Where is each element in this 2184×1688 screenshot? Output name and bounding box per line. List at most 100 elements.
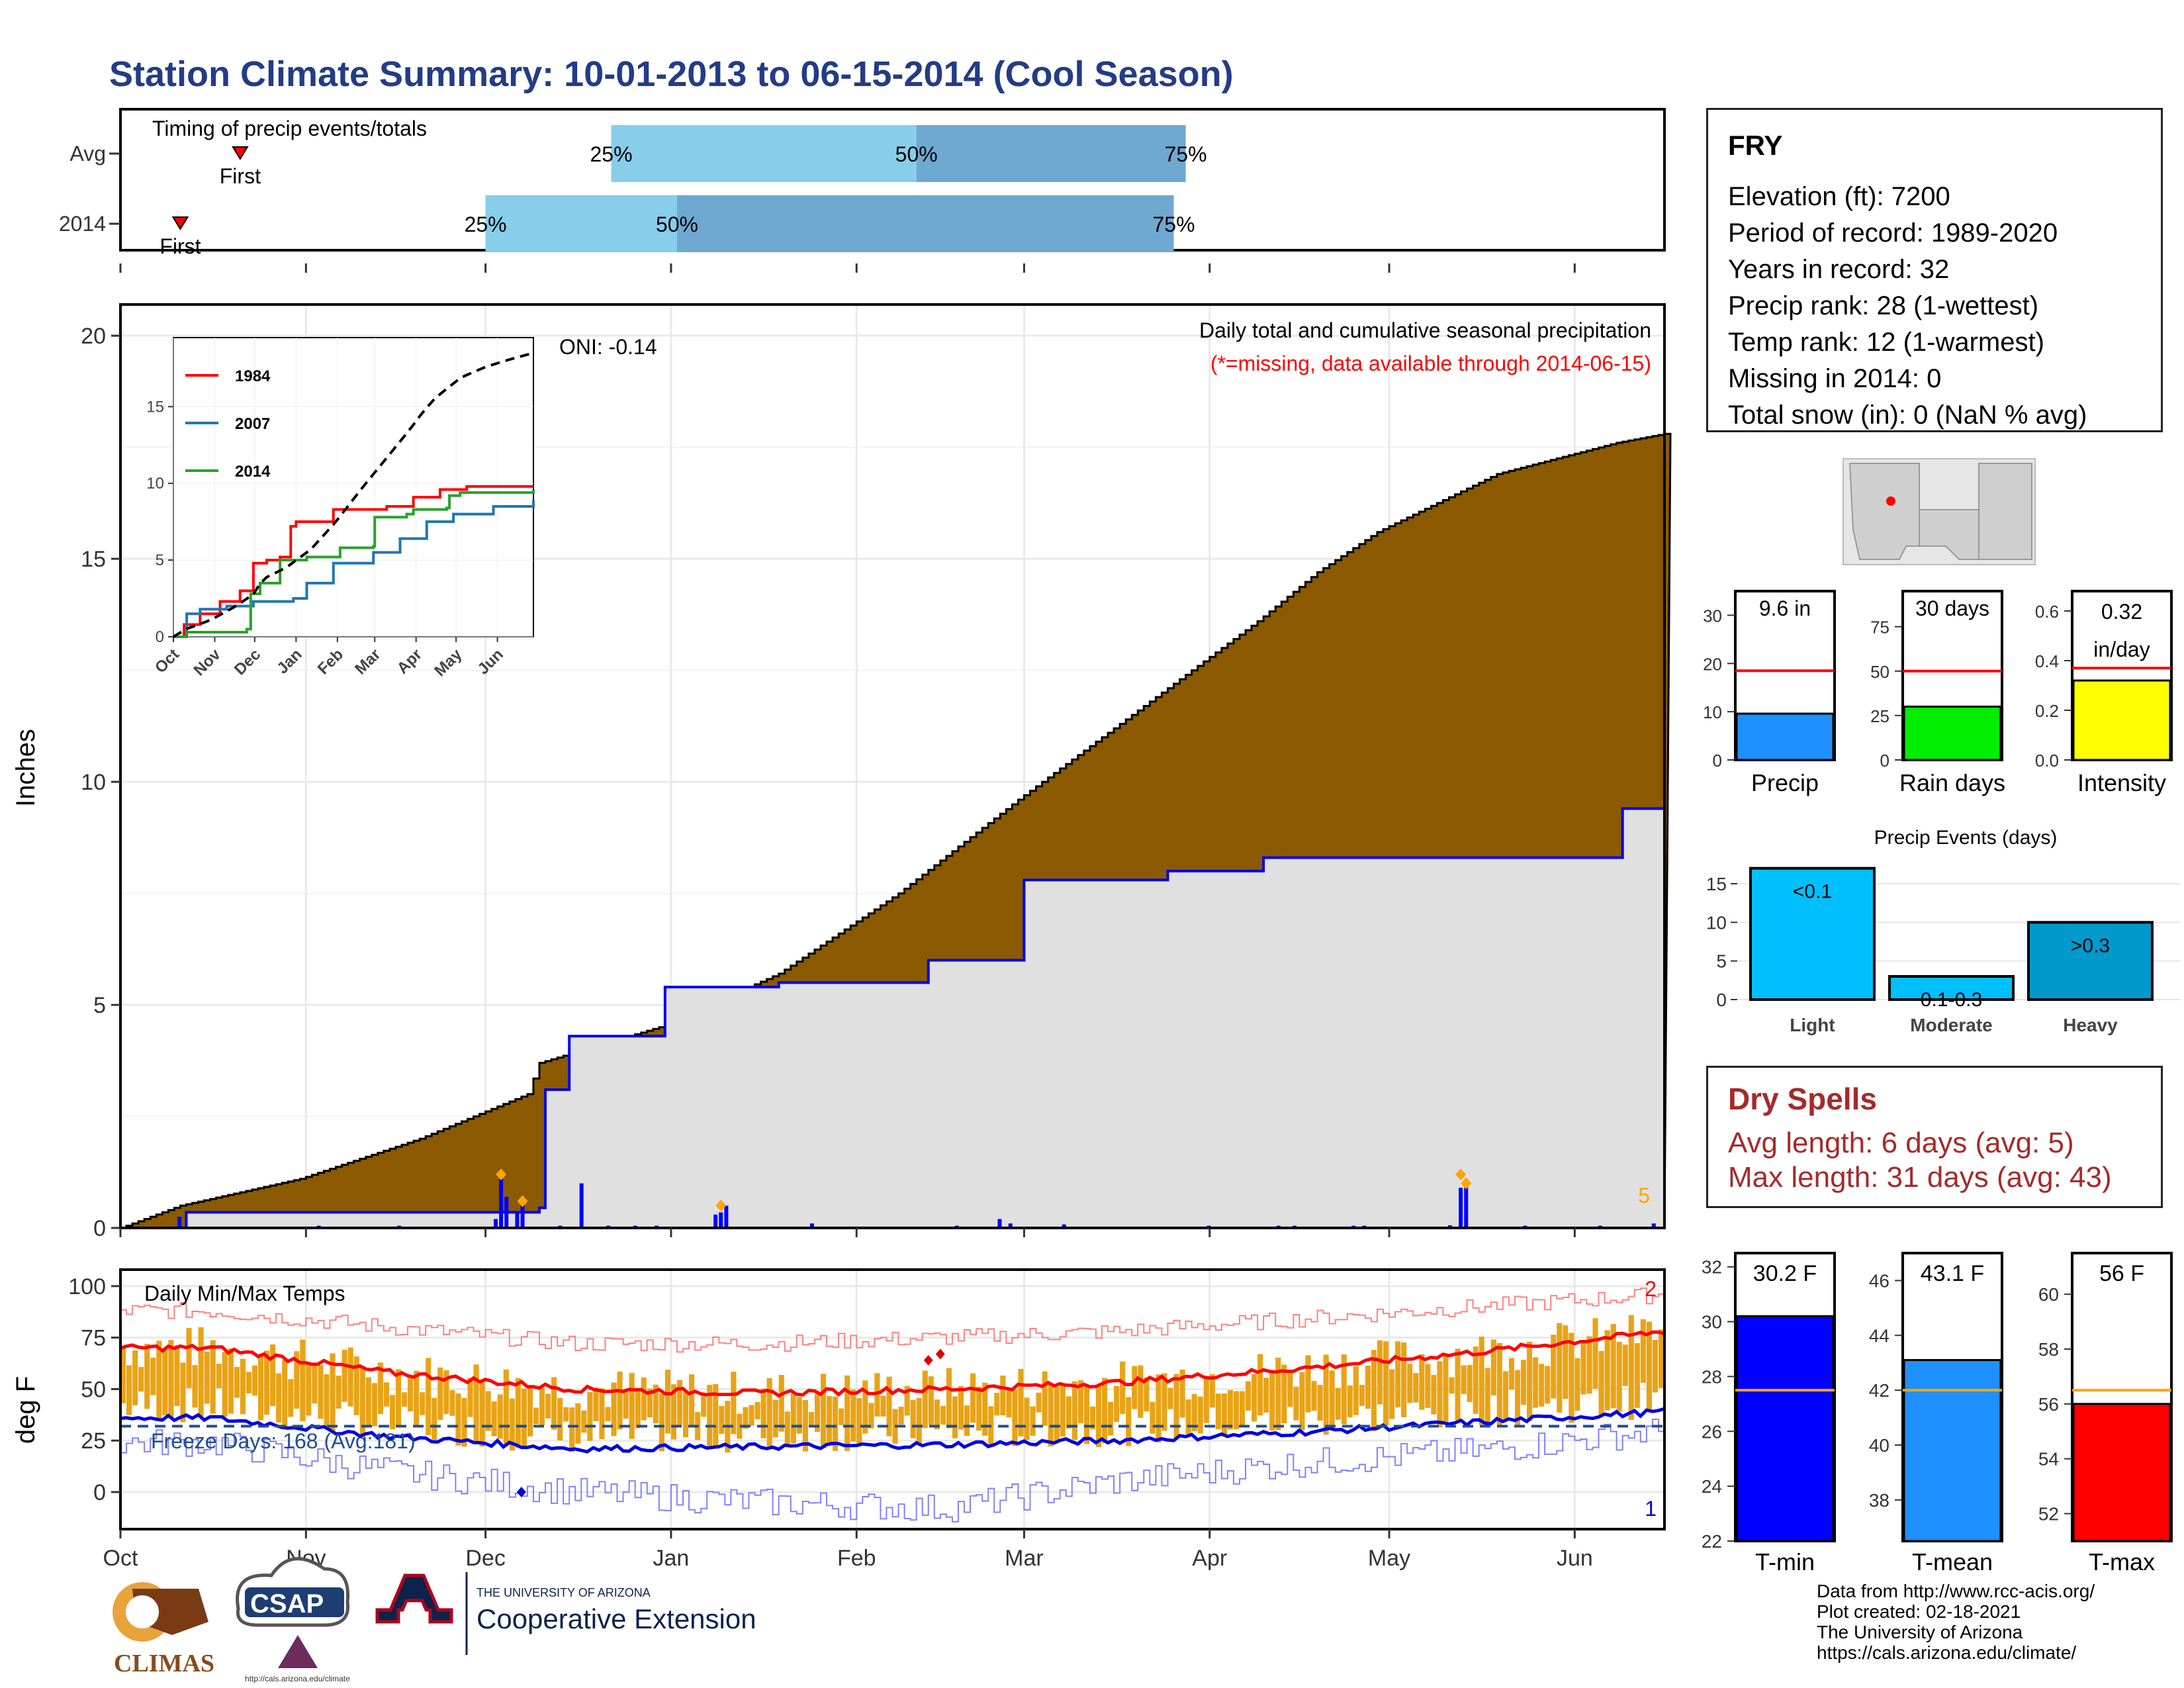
temps-ytick-label: 0: [93, 1480, 106, 1505]
temp-1-tick-label: 38: [1869, 1490, 1889, 1511]
daily-temp-bar: [1431, 1375, 1437, 1415]
daily-temp-bar: [1167, 1387, 1173, 1409]
daily-temp-bar: [1574, 1358, 1580, 1411]
daily-temp-bar: [1246, 1381, 1251, 1411]
daily-temp-bar: [437, 1367, 443, 1421]
daily-temp-bar: [168, 1340, 174, 1419]
daily-temp-bar: [898, 1407, 904, 1425]
daily-temp-bar: [383, 1382, 390, 1407]
temp-0-tick-label: 30: [1702, 1312, 1722, 1333]
timing-first-label: First: [220, 164, 261, 188]
daily-temp-bar: [808, 1412, 815, 1425]
daily-temp-bar: [1161, 1373, 1167, 1431]
temperature-panel: 0255075100OctNovDecJanFebMarAprMayJundeg…: [11, 1268, 1666, 1571]
daily-precip-bar: [579, 1183, 584, 1228]
summary-unit: in/day: [2093, 637, 2150, 661]
summary-0-tick-label: 20: [1703, 654, 1722, 674]
temp-1-bar: [1903, 1359, 2002, 1542]
summary-1-tick-label: 75: [1870, 618, 1889, 637]
month-label: Feb: [837, 1546, 876, 1571]
daily-precip-bar: [494, 1219, 498, 1228]
daily-temp-bar: [1299, 1372, 1305, 1430]
station-marker: [1886, 496, 1895, 506]
daily-temp-bar: [1156, 1374, 1161, 1443]
daily-temp-bar: [563, 1407, 569, 1422]
daily-temp-bar: [216, 1364, 222, 1389]
summary-1-bar: [1903, 705, 2002, 761]
month-label: Jan: [653, 1546, 690, 1571]
temp-1-label: T-mean: [1912, 1548, 1993, 1575]
daily-temp-bar: [545, 1393, 551, 1419]
daily-temp-bar: [1227, 1389, 1234, 1430]
daily-precip-bar: [719, 1212, 723, 1228]
daily-temp-bar: [1425, 1364, 1431, 1408]
heavy-event-marker: [1455, 1168, 1467, 1181]
temp-2-bar: [2072, 1403, 2171, 1542]
daily-temp-bar: [408, 1376, 414, 1412]
daily-temp-bar: [659, 1393, 664, 1452]
timing-first-label: First: [159, 234, 201, 258]
events-tick-label: 0: [1716, 990, 1727, 1010]
daily-temp-bar: [820, 1374, 827, 1449]
daily-temp-bar: [1461, 1365, 1467, 1394]
daily-temp-bar: [1592, 1318, 1598, 1389]
inset-legend-label: 1984: [235, 367, 271, 385]
daily-temp-bar: [683, 1391, 689, 1438]
record-max-marker: [923, 1354, 933, 1366]
daily-temp-bar: [928, 1376, 934, 1425]
daily-temp-bar: [461, 1397, 467, 1447]
daily-temp-bar: [784, 1411, 790, 1447]
daily-temp-bar: [300, 1339, 306, 1422]
daily-temp-bar: [1365, 1366, 1371, 1409]
daily-temp-bar: [180, 1362, 186, 1423]
daily-temp-bar: [946, 1368, 952, 1429]
timing-p75-label: 75%: [1152, 212, 1195, 236]
precip-panel: 0 5 10 15 20 Inches ONI: -0.14 Daily total and …: [11, 303, 1672, 1241]
temp-0-tick-label: 32: [1702, 1257, 1722, 1278]
daily-temp-bar: [880, 1395, 886, 1417]
daily-temp-bar: [940, 1405, 946, 1425]
daily-temp-bar: [1108, 1401, 1114, 1436]
month-label: Dec: [465, 1546, 505, 1571]
daily-precip-bar: [1447, 1225, 1452, 1228]
daily-temp-bar: [689, 1374, 695, 1427]
daily-temp-bar: [455, 1393, 461, 1446]
timing-bar-25-50: [611, 125, 917, 182]
daily-temp-bar: [1185, 1399, 1191, 1434]
month-label: Apr: [1192, 1546, 1227, 1571]
location-map: [1843, 458, 2036, 565]
inset-ytick-label: 10: [146, 475, 164, 492]
temp-0-label: T-min: [1755, 1548, 1815, 1575]
daily-temp-bar: [850, 1389, 856, 1442]
daily-temp-bar: [336, 1376, 341, 1409]
daily-temp-bar: [1024, 1397, 1030, 1440]
daily-temp-bar: [1066, 1396, 1071, 1429]
station-snow: Total snow (in): 0 (NaN % avg): [1728, 400, 2087, 430]
heavy-event-marker: [496, 1168, 507, 1181]
daily-temp-bar: [1586, 1336, 1592, 1394]
missing-note: (*=missing, data available through 2014-…: [1210, 352, 1651, 375]
daily-precip-bar: [1008, 1223, 1013, 1228]
events-bar: [1888, 975, 2015, 1001]
daily-temp-bar: [1089, 1406, 1096, 1430]
daily-temp-bar: [778, 1375, 784, 1432]
credit-institution: The University of Arizona: [1817, 1622, 2023, 1642]
daily-temp-bar: [246, 1372, 252, 1394]
record-min-line: [120, 1419, 1665, 1523]
timing-bar-50-75: [676, 195, 1174, 252]
temp-2-tick-label: 52: [2038, 1504, 2059, 1524]
daily-temp-bar: [1551, 1335, 1557, 1399]
precip-events-chart: Precip Events (days) <0.1 Light 0.1-0.3 Mode…: [1706, 827, 2181, 1035]
daily-temp-bar: [839, 1408, 844, 1425]
events-category: Moderate: [1910, 1015, 1992, 1035]
temp-bar-value: 56 F: [2099, 1261, 2144, 1286]
precip-ytick-label: 5: [93, 993, 106, 1018]
summary-0-bar: [1735, 712, 1835, 761]
daily-temp-bar: [1083, 1384, 1090, 1444]
daily-temp-bar: [324, 1374, 330, 1427]
daily-temp-bar: [934, 1399, 940, 1430]
daily-temp-bar: [1371, 1350, 1377, 1432]
heavy-event-marker: [1461, 1177, 1472, 1190]
daily-temp-bar: [1215, 1393, 1221, 1429]
